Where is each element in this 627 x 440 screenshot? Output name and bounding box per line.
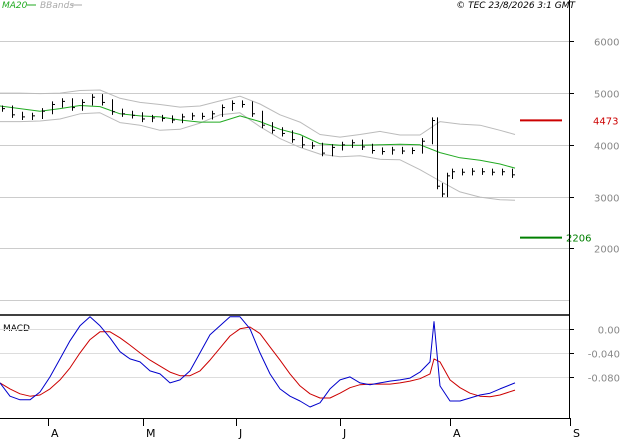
macd-y-tick-label: -0.080 — [588, 374, 620, 385]
price-grid — [0, 41, 574, 301]
macd-y-tick-label: -0.040 — [588, 350, 620, 361]
macd-y-tick-labels: 0.00 -0.040 -0.080 — [588, 326, 620, 385]
x-tick-label: J — [342, 427, 346, 440]
price-y-tick-label: 4000 — [594, 142, 619, 153]
macd-lines — [0, 316, 516, 408]
price-bars — [2, 94, 515, 198]
ma-line — [0, 105, 516, 169]
x-tick-label: S — [573, 427, 580, 440]
header-info-text: © TEC 23/8/2026 3:1 GMT — [456, 1, 576, 11]
legend-bbands-label: BBands — [40, 1, 74, 11]
price-y-tick-labels: 6000 5000 4000 3000 2000 — [594, 38, 619, 256]
x-tick-label: J — [238, 427, 242, 440]
price-y-tick-label: 2000 — [594, 245, 619, 256]
level-label: 4473 — [593, 116, 618, 127]
bbands-upper-line — [0, 89, 516, 138]
x-tick-label: A — [453, 427, 461, 440]
ma20-line — [0, 105, 516, 169]
legend-ma-label: MA20 — [2, 1, 28, 11]
bbands-lower-line — [0, 112, 516, 201]
x-tick-label: A — [51, 427, 59, 440]
price-y-tick-label: 5000 — [594, 90, 619, 101]
level-markers: 4473 2206 — [520, 116, 618, 245]
macd-signal-line — [0, 326, 516, 399]
level-label: 2206 — [566, 234, 591, 245]
bbands-lines — [0, 89, 516, 201]
price-y-tick-label: 6000 — [594, 38, 619, 49]
macd-grid — [0, 329, 574, 378]
x-tick-label: M — [146, 427, 156, 440]
price-y-tick-label: 3000 — [594, 194, 619, 205]
macd-y-tick-label: 0.00 — [598, 326, 620, 337]
macd-main-line — [0, 316, 516, 408]
